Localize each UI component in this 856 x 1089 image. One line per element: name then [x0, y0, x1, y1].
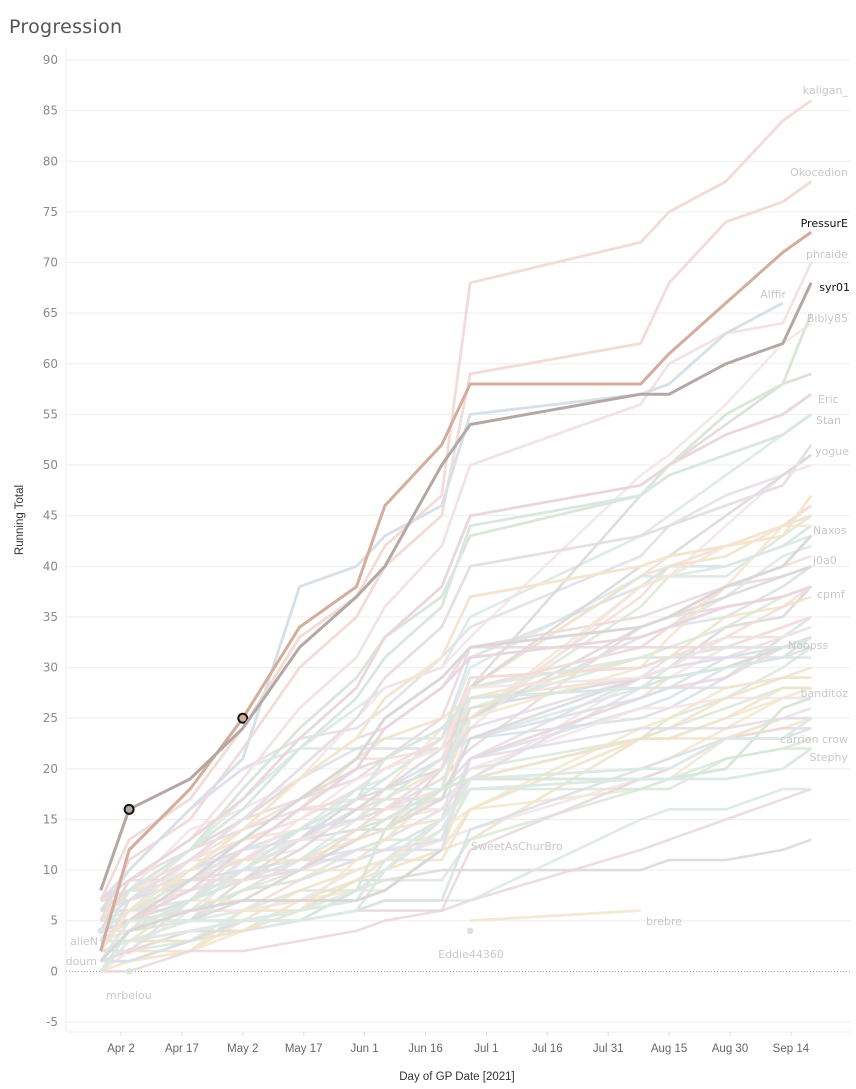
y-tick-label: 50	[43, 458, 58, 472]
background-series-line	[100, 727, 812, 963]
series-line[interactable]	[99, 717, 813, 963]
series-label: SweetAsChurBro	[471, 840, 563, 853]
series-label: mrbelou	[106, 989, 152, 1002]
background-series-line	[100, 716, 812, 902]
series-line[interactable]	[99, 585, 812, 963]
highlighted-series-line[interactable]	[99, 230, 813, 952]
y-tick-label: 70	[43, 256, 58, 270]
page-title: Progression	[9, 16, 123, 38]
series-label: doum	[66, 955, 97, 968]
series-label: Okocedion	[790, 166, 848, 179]
x-tick-label: Jul 31	[593, 1043, 624, 1055]
series-line[interactable]	[99, 534, 813, 963]
series-line[interactable]	[99, 413, 813, 942]
y-tick-label: 65	[43, 306, 58, 320]
y-tick-label: 10	[43, 863, 58, 877]
background-series-line	[100, 646, 812, 943]
series-line[interactable]	[99, 301, 784, 912]
series-label: Eric	[818, 393, 839, 406]
axes: 908580757065605550454035302520151050-5Ap…	[43, 53, 810, 1055]
series-label: yogue	[815, 445, 849, 458]
series-label: phraide	[806, 248, 848, 261]
y-tick-label: 0	[50, 964, 58, 978]
series-label: Bibly85	[807, 312, 848, 325]
series-label: Stan	[816, 414, 841, 427]
series-line[interactable]	[99, 261, 813, 932]
y-tick-label: 30	[43, 661, 58, 675]
x-tick-label: May 17	[285, 1043, 323, 1055]
y-tick-label: 5	[50, 914, 58, 928]
x-tick-label: May 2	[227, 1043, 258, 1055]
series-label: Noopss	[788, 639, 828, 652]
y-tick-label: 80	[43, 154, 58, 168]
series-label: carrion crow	[780, 733, 848, 746]
y-tick-label: -5	[46, 1015, 58, 1029]
y-tick-label: 20	[43, 762, 58, 776]
series-line[interactable]	[470, 909, 641, 923]
series-labels: kaligan_ Okocedion phraide Alffir Bibly85 Eri…	[66, 84, 850, 1002]
series-line[interactable]	[99, 180, 813, 922]
x-tick-label: Jul 16	[532, 1043, 563, 1055]
x-tick-label: Jun 1	[351, 1043, 379, 1055]
y-axis-label: Running Total	[14, 485, 26, 555]
y-tick-label: 55	[43, 407, 58, 421]
highlighted-series-line[interactable]	[99, 282, 813, 891]
series-line[interactable]	[99, 494, 813, 952]
series-label: brebre	[646, 915, 682, 928]
y-tick-label: 75	[43, 205, 58, 219]
y-tick-label: 85	[43, 104, 58, 118]
y-tick-label: 35	[43, 610, 58, 624]
x-tick-label: Jul 1	[474, 1043, 498, 1055]
y-tick-label: 90	[43, 53, 58, 67]
series-point[interactable]	[125, 968, 133, 975]
highlighted-series	[99, 230, 813, 952]
series-marker[interactable]	[123, 803, 135, 815]
series-point[interactable]	[466, 927, 474, 935]
x-tick-label: Sep 14	[773, 1043, 810, 1055]
series-label: Eddie44360	[438, 948, 504, 961]
x-tick-label: Apr 17	[165, 1043, 199, 1055]
x-tick-label: Jun 16	[408, 1043, 443, 1055]
series-line[interactable]	[99, 312, 813, 942]
series-label: j0a0	[812, 554, 837, 567]
series-label: cpmf	[817, 588, 846, 601]
background-series-line	[100, 716, 812, 953]
series-label: kaligan_	[803, 84, 849, 97]
background-series-line	[100, 585, 812, 902]
labeled-series	[97, 99, 813, 975]
series-label: Naxos	[813, 524, 847, 537]
y-tick-label: 45	[43, 509, 58, 523]
x-axis-label: Day of GP Date [2021]	[399, 1071, 515, 1083]
background-series-line	[100, 372, 812, 933]
series-marker[interactable]	[237, 712, 249, 724]
background-series-line	[100, 625, 812, 922]
y-tick-label: 60	[43, 357, 58, 371]
highlighted-series-label: syr01	[819, 281, 850, 294]
series-label: Stephy	[809, 751, 848, 764]
series-line[interactable]	[99, 636, 813, 973]
series-label: Alffir	[760, 288, 786, 301]
series-point[interactable]	[125, 947, 133, 955]
series-point[interactable]	[97, 927, 104, 935]
background-series-line	[100, 737, 812, 943]
x-tick-label: Apr 2	[107, 1043, 135, 1055]
background-series-line	[100, 666, 812, 902]
series-label: banditoz	[800, 687, 848, 700]
background-series	[99, 322, 813, 973]
series-label: alieN	[70, 935, 98, 948]
y-tick-label: 25	[43, 711, 58, 725]
highlighted-series-label: PressurE	[801, 217, 848, 230]
series-line[interactable]	[99, 393, 813, 932]
series-line[interactable]	[99, 443, 813, 952]
series-line[interactable]	[99, 848, 443, 963]
y-tick-label: 15	[43, 812, 58, 826]
series-line[interactable]	[99, 747, 813, 973]
x-tick-label: Aug 30	[712, 1043, 748, 1055]
x-tick-label: Aug 15	[651, 1043, 687, 1055]
background-series-line	[100, 787, 812, 963]
y-tick-label: 40	[43, 559, 58, 573]
